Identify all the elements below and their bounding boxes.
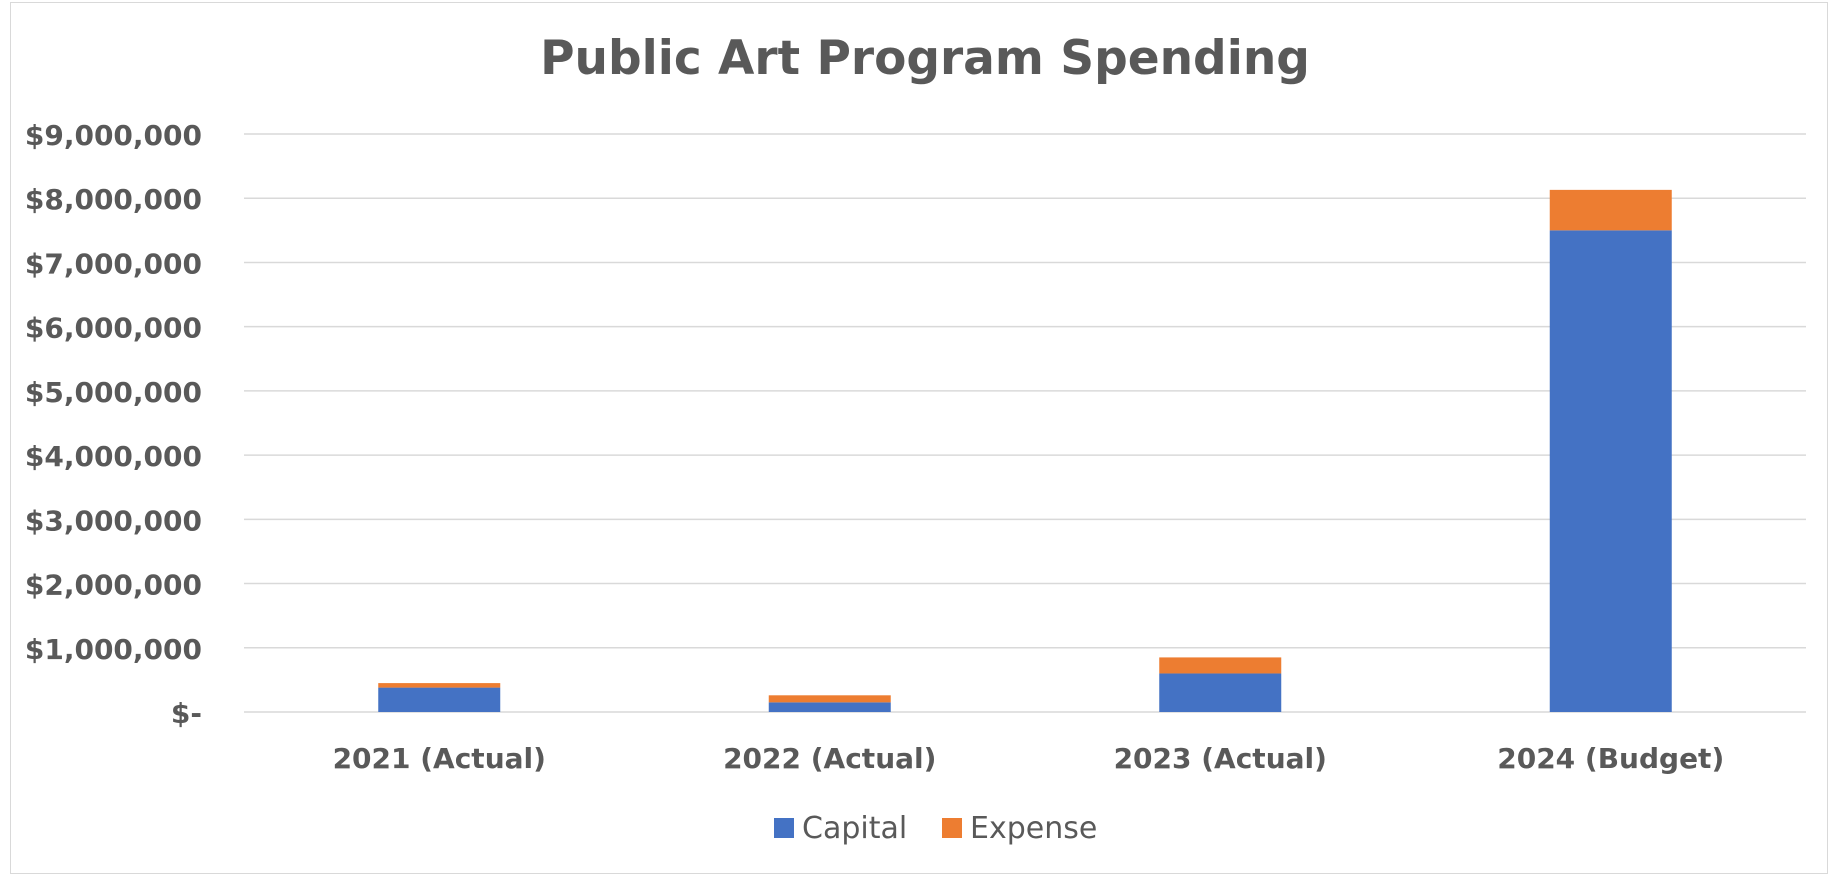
x-tick-label: 2023 (Actual) (1114, 742, 1327, 775)
legend[interactable]: Capital Expense (774, 811, 1097, 846)
bar-capital (768, 702, 891, 712)
legend-label-expense: Expense (970, 811, 1097, 846)
x-tick-label: 2024 (Budget) (1497, 742, 1724, 775)
chart-title: Public Art Program Spending (540, 31, 1310, 86)
bar-expense (378, 683, 501, 688)
y-tick-label: $8,000,000 (25, 183, 202, 216)
y-tick-label: $2,000,000 (25, 569, 202, 602)
x-tick-label: 2021 (Actual) (333, 742, 546, 775)
y-axis-tick-labels: $- $1,000,000 $2,000,000 $3,000,000 $4,000,0… (25, 119, 202, 730)
x-tick-label: 2022 (Actual) (723, 742, 936, 775)
legend-swatch-expense (942, 818, 962, 838)
legend-label-capital: Capital (802, 811, 907, 846)
chart-area[interactable] (10, 2, 1828, 874)
y-tick-label: $3,000,000 (25, 504, 202, 537)
gridlines (244, 133, 1806, 713)
legend-swatch-capital (774, 818, 794, 838)
bar-capital (1159, 673, 1282, 712)
y-tick-label: $1,000,000 (25, 633, 202, 666)
bar-capital (378, 687, 501, 712)
bar-expense (768, 695, 891, 703)
x-axis-tick-labels: 2021 (Actual) 2022 (Actual) 2023 (Actual) 2… (333, 742, 1725, 775)
bar-expense (1549, 189, 1672, 231)
y-tick-label: $- (171, 697, 202, 730)
y-tick-label: $6,000,000 (25, 312, 202, 345)
y-tick-label: $9,000,000 (25, 119, 202, 152)
y-tick-label: $7,000,000 (25, 247, 202, 280)
y-tick-label: $5,000,000 (25, 376, 202, 409)
y-tick-label: $4,000,000 (25, 440, 202, 473)
bar-capital (1549, 230, 1672, 713)
bars (378, 189, 1672, 713)
bar-expense (1159, 657, 1282, 674)
